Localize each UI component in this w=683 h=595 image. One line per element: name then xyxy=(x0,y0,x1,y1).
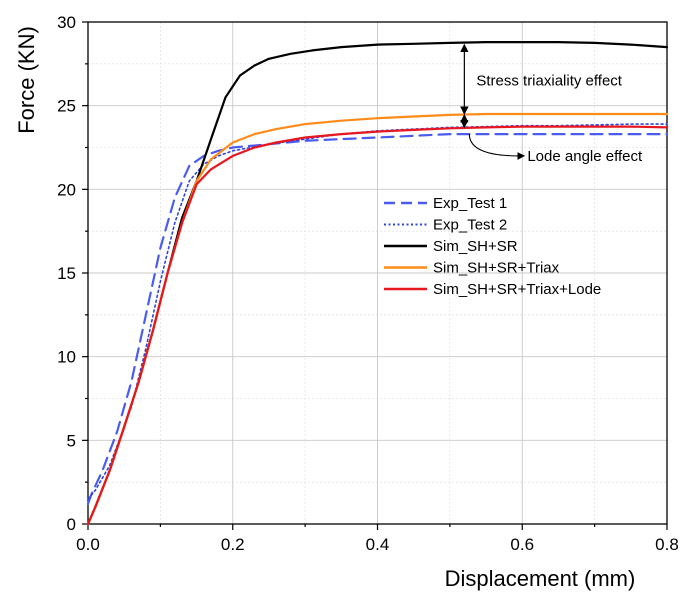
x-tick-label: 0.2 xyxy=(221,535,245,554)
lode-pointer xyxy=(468,134,526,160)
y-tick-label: 15 xyxy=(57,264,76,283)
legend-label: Sim_SH+SR+Triax+Lode xyxy=(433,281,601,298)
legend: Exp_Test 1 Exp_Test 2 Sim_SH+SR Sim_SH+SR+T… xyxy=(384,195,601,298)
legend-label: Sim_SH+SR+Triax xyxy=(433,260,560,277)
x-tick-label: 0.0 xyxy=(76,535,100,554)
x-axis-title: Displacement (mm) xyxy=(445,566,636,591)
lode-annotation: Lode angle effect xyxy=(527,148,643,165)
y-tick-label: 30 xyxy=(57,13,76,32)
series-line-5 xyxy=(86,125,669,526)
legend-label: Exp_Test 1 xyxy=(433,195,507,212)
x-tick-label: 0.4 xyxy=(366,535,390,554)
y-tick-label: 0 xyxy=(67,515,76,534)
series-line-1 xyxy=(86,133,669,505)
grid xyxy=(88,22,667,524)
triaxiality-annotation: Stress triaxiality effect xyxy=(476,73,622,90)
annotations: Stress triaxiality effect Lode angle effe… xyxy=(460,43,643,165)
legend-label: Sim_SH+SR xyxy=(433,238,518,255)
y-tick-label: 5 xyxy=(67,431,76,450)
y-tick-label: 25 xyxy=(57,97,76,116)
x-tick-label: 0.6 xyxy=(510,535,534,554)
y-tick-label: 20 xyxy=(57,180,76,199)
legend-label: Exp_Test 2 xyxy=(433,217,507,234)
x-tick-label: 0.8 xyxy=(655,535,679,554)
y-tick-label: 10 xyxy=(57,348,76,367)
series-group xyxy=(86,40,669,526)
axes: 0.0 0.2 0.4 0.6 0.8 0 5 10 15 20 25 30 xyxy=(57,13,679,554)
y-axis-title: Force (KN) xyxy=(14,26,39,134)
